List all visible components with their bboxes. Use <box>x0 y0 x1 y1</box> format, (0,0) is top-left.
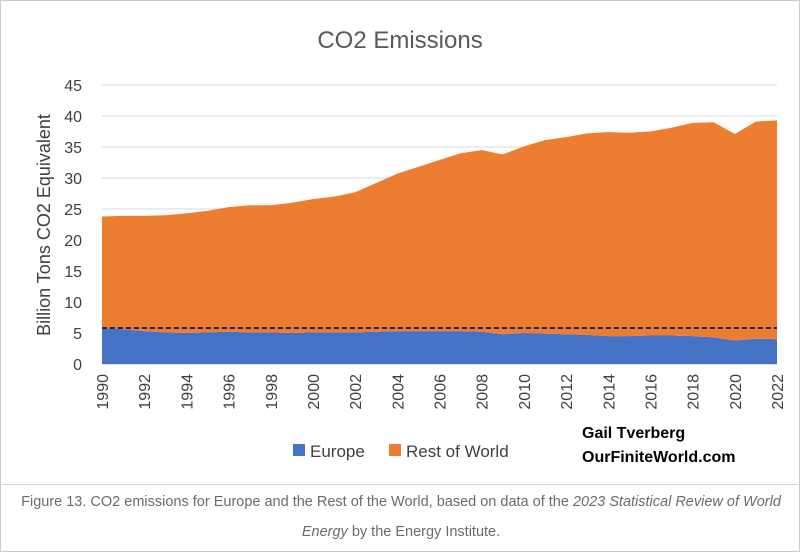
x-tick-label: 2012 <box>559 374 576 410</box>
y-tick-label: 35 <box>64 140 82 157</box>
caption-prefix: Figure 13. CO2 emissions for Europe and … <box>21 494 573 510</box>
y-tick-label: 40 <box>64 109 82 126</box>
credit-author: Gail Tverberg <box>582 425 685 442</box>
credit-site: OurFiniteWorld.com <box>582 449 735 466</box>
area-europe <box>102 328 777 364</box>
y-tick-label: 20 <box>64 233 82 250</box>
y-tick-label: 15 <box>64 264 82 281</box>
y-tick-label: 10 <box>64 295 82 312</box>
legend-swatch-rest-of-world <box>389 444 401 456</box>
legend-label-rest-of-world: Rest of World <box>406 442 509 461</box>
y-tick-label: 0 <box>73 357 82 374</box>
x-tick-label: 2020 <box>728 374 745 410</box>
x-tick-label: 2002 <box>348 374 365 410</box>
chart-area: CO2 Emissions 0 5 10 15 20 25 30 35 40 45 1990 199… <box>2 2 798 485</box>
caption-italic: 2023 Statistical Review of World Energy <box>301 494 781 540</box>
x-tick-label: 2004 <box>390 374 407 410</box>
x-tick-labels: 1990 1992 1994 1996 1998 2000 2002 2004 2006 2008… <box>95 374 787 410</box>
area-series <box>102 120 777 364</box>
x-tick-label: 2022 <box>770 374 787 410</box>
x-tick-label: 1996 <box>222 374 239 410</box>
x-tick-label: 2014 <box>601 374 618 410</box>
y-tick-label: 5 <box>73 326 82 343</box>
figure-caption: Figure 13. CO2 emissions for Europe and … <box>1 487 800 547</box>
x-tick-label: 2016 <box>643 374 660 410</box>
x-tick-label: 2018 <box>686 374 703 410</box>
caption-suffix: by the Energy Institute. <box>347 524 501 540</box>
x-tick-label: 1992 <box>137 374 154 410</box>
x-tick-label: 1998 <box>264 374 281 410</box>
y-tick-label: 25 <box>64 202 82 219</box>
legend: Europe Rest of World <box>293 442 509 461</box>
y-tick-label: 45 <box>64 78 82 95</box>
chart-title: CO2 Emissions <box>317 27 482 54</box>
y-axis-label: Billion Tons CO2 Equivalent <box>34 114 54 336</box>
x-tick-label: 2000 <box>306 374 323 410</box>
x-tick-label: 1994 <box>179 374 196 410</box>
x-tick-label: 2008 <box>475 374 492 410</box>
x-tick-label: 2010 <box>517 374 534 410</box>
legend-swatch-europe <box>293 444 305 456</box>
legend-label-europe: Europe <box>310 442 365 461</box>
x-tick-label: 2006 <box>433 374 450 410</box>
y-tick-labels: 0 5 10 15 20 25 30 35 40 45 <box>64 78 82 374</box>
y-tick-label: 30 <box>64 171 82 188</box>
x-tick-label: 1990 <box>95 374 112 410</box>
area-rest-of-world <box>102 120 777 341</box>
